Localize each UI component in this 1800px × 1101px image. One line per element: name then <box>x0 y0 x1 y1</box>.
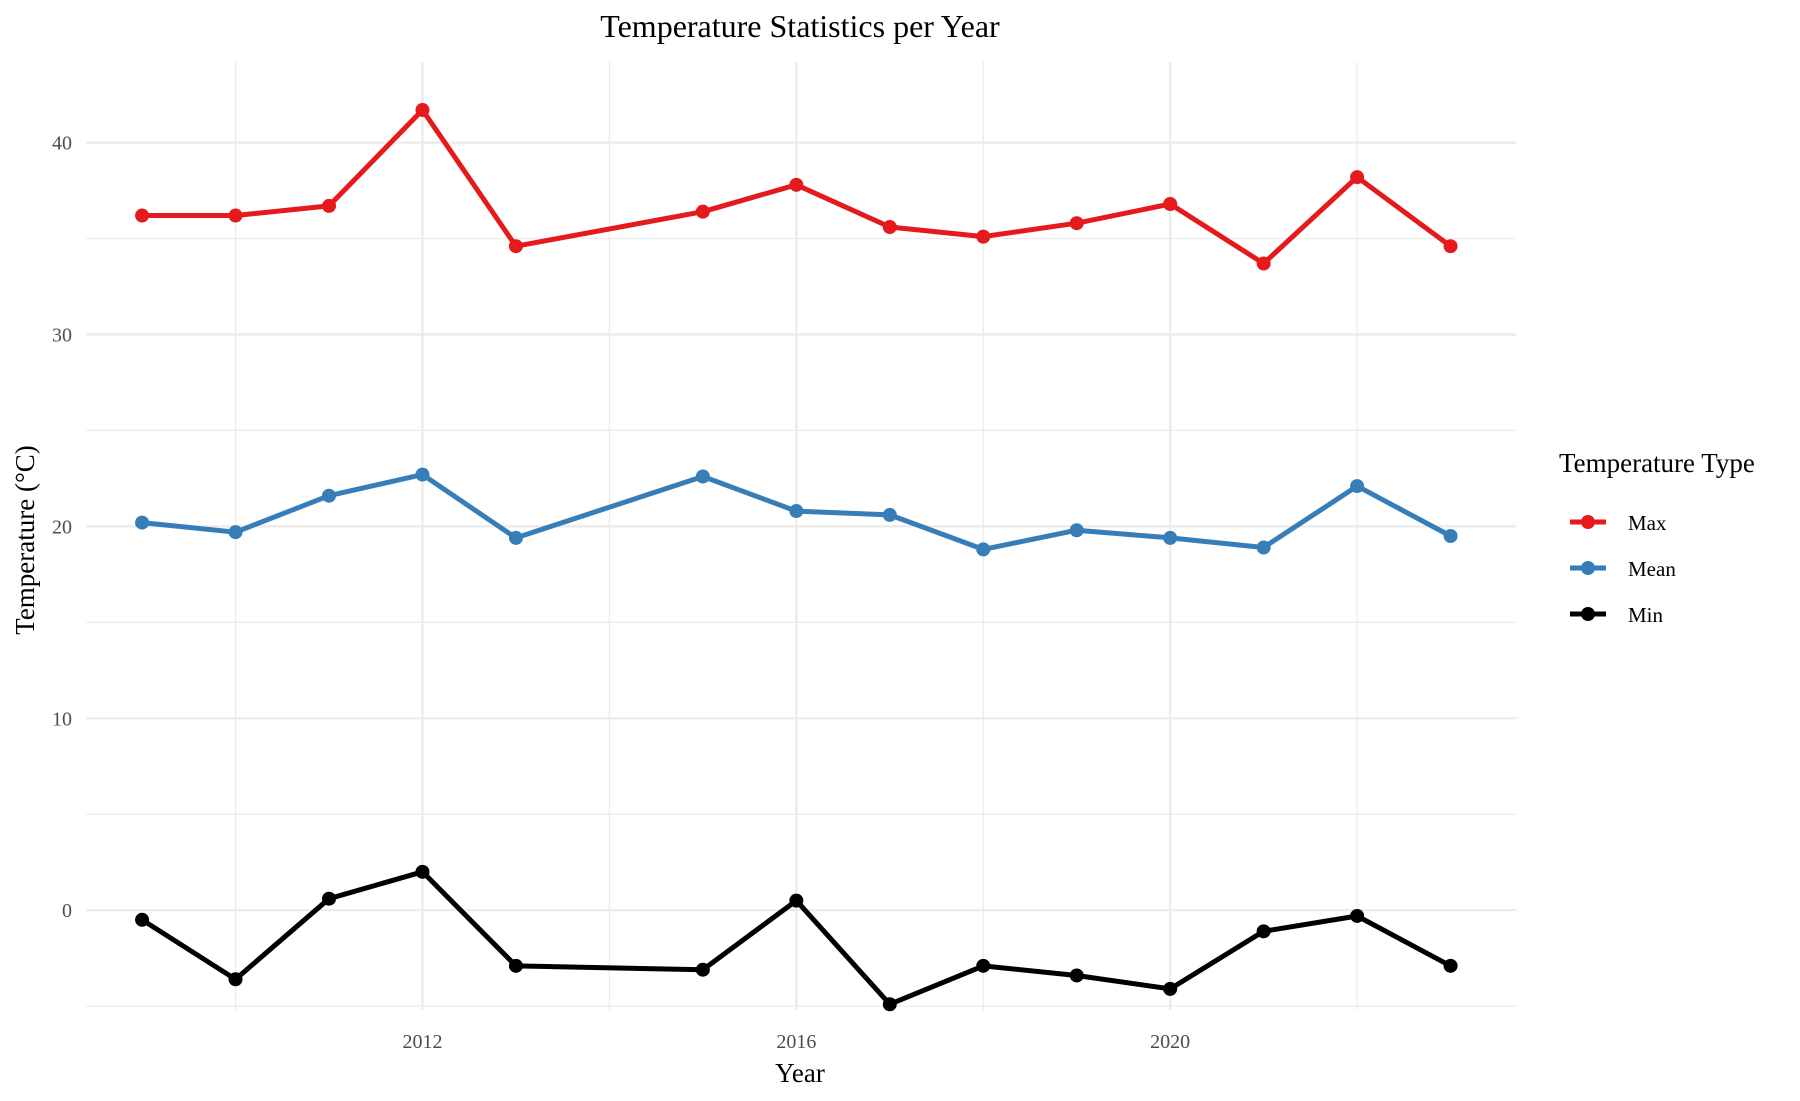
data-point-max <box>508 239 523 254</box>
axis-layer: 0 10 20 30 40 2012 2016 2020 <box>52 133 1190 1053</box>
chart-title: Temperature Statistics per Year <box>600 8 1000 44</box>
y-tick-label: 40 <box>52 133 72 155</box>
y-tick-label: 20 <box>52 516 72 538</box>
data-point-mean <box>228 525 243 540</box>
data-point-max <box>976 229 991 244</box>
data-point-max <box>1350 170 1365 185</box>
legend-item-min: Min <box>1570 603 1664 627</box>
legend-item-max: Max <box>1570 511 1667 535</box>
grid-layer <box>86 62 1516 1010</box>
legend-items: Max Mean Min <box>1570 511 1676 627</box>
data-point-min <box>508 958 523 973</box>
data-point-mean <box>1350 479 1365 494</box>
data-point-min <box>695 962 710 977</box>
legend-item-mean: Mean <box>1570 557 1676 581</box>
x-tick-label: 2020 <box>1150 1031 1190 1053</box>
data-point-mean <box>789 504 804 519</box>
data-point-max <box>882 220 897 235</box>
data-point-mean <box>882 507 897 522</box>
data-point-min <box>1443 958 1458 973</box>
data-point-min <box>1069 968 1084 983</box>
y-tick-label: 30 <box>52 325 72 347</box>
legend-label: Mean <box>1628 557 1676 581</box>
data-point-mean <box>1256 540 1271 555</box>
series-layer <box>135 102 1458 1012</box>
data-point-mean <box>1069 523 1084 538</box>
legend-label: Min <box>1628 603 1664 627</box>
data-point-max <box>695 204 710 219</box>
data-point-mean <box>1443 529 1458 543</box>
y-tick-label: 0 <box>62 900 72 922</box>
data-point-min <box>976 958 991 973</box>
legend-label: Max <box>1628 511 1667 535</box>
legend-key-point <box>1581 561 1595 575</box>
data-point-max <box>1443 239 1458 254</box>
data-point-min <box>1350 908 1365 923</box>
series-line-min <box>139 869 1454 1007</box>
data-point-min <box>789 893 804 908</box>
x-axis-title: Year <box>775 1058 825 1088</box>
data-point-mean <box>322 488 337 503</box>
data-point-max <box>789 177 804 192</box>
data-point-max <box>135 208 150 223</box>
data-point-mean <box>976 542 991 557</box>
data-point-max <box>1069 216 1084 231</box>
data-point-min <box>882 997 897 1012</box>
data-point-min <box>1163 981 1178 996</box>
data-point-min <box>322 891 337 906</box>
data-point-min <box>1256 924 1271 939</box>
legend-key-point <box>1581 607 1595 621</box>
data-point-mean <box>415 467 430 482</box>
data-point-min <box>228 972 243 987</box>
data-point-max <box>322 198 337 213</box>
data-point-mean <box>1163 530 1178 545</box>
x-tick-label: 2016 <box>776 1031 816 1053</box>
data-point-mean <box>135 515 150 530</box>
legend-title: Temperature Type <box>1559 448 1755 478</box>
data-point-min <box>135 912 150 927</box>
series-line-max <box>139 107 1454 266</box>
data-point-mean <box>695 469 710 484</box>
legend-key-point <box>1581 515 1595 529</box>
data-point-mean <box>508 530 523 545</box>
y-axis-title: Temperature (°C) <box>10 445 40 635</box>
data-point-max <box>1163 197 1178 212</box>
data-point-max <box>415 102 430 117</box>
data-point-max <box>228 208 243 223</box>
data-point-max <box>1256 256 1271 271</box>
y-tick-label: 10 <box>52 708 72 730</box>
data-point-min <box>415 864 430 879</box>
x-tick-label: 2012 <box>402 1031 442 1053</box>
legend: Temperature Type Max Mean Min <box>1559 448 1755 627</box>
series-line-mean <box>139 472 1454 552</box>
